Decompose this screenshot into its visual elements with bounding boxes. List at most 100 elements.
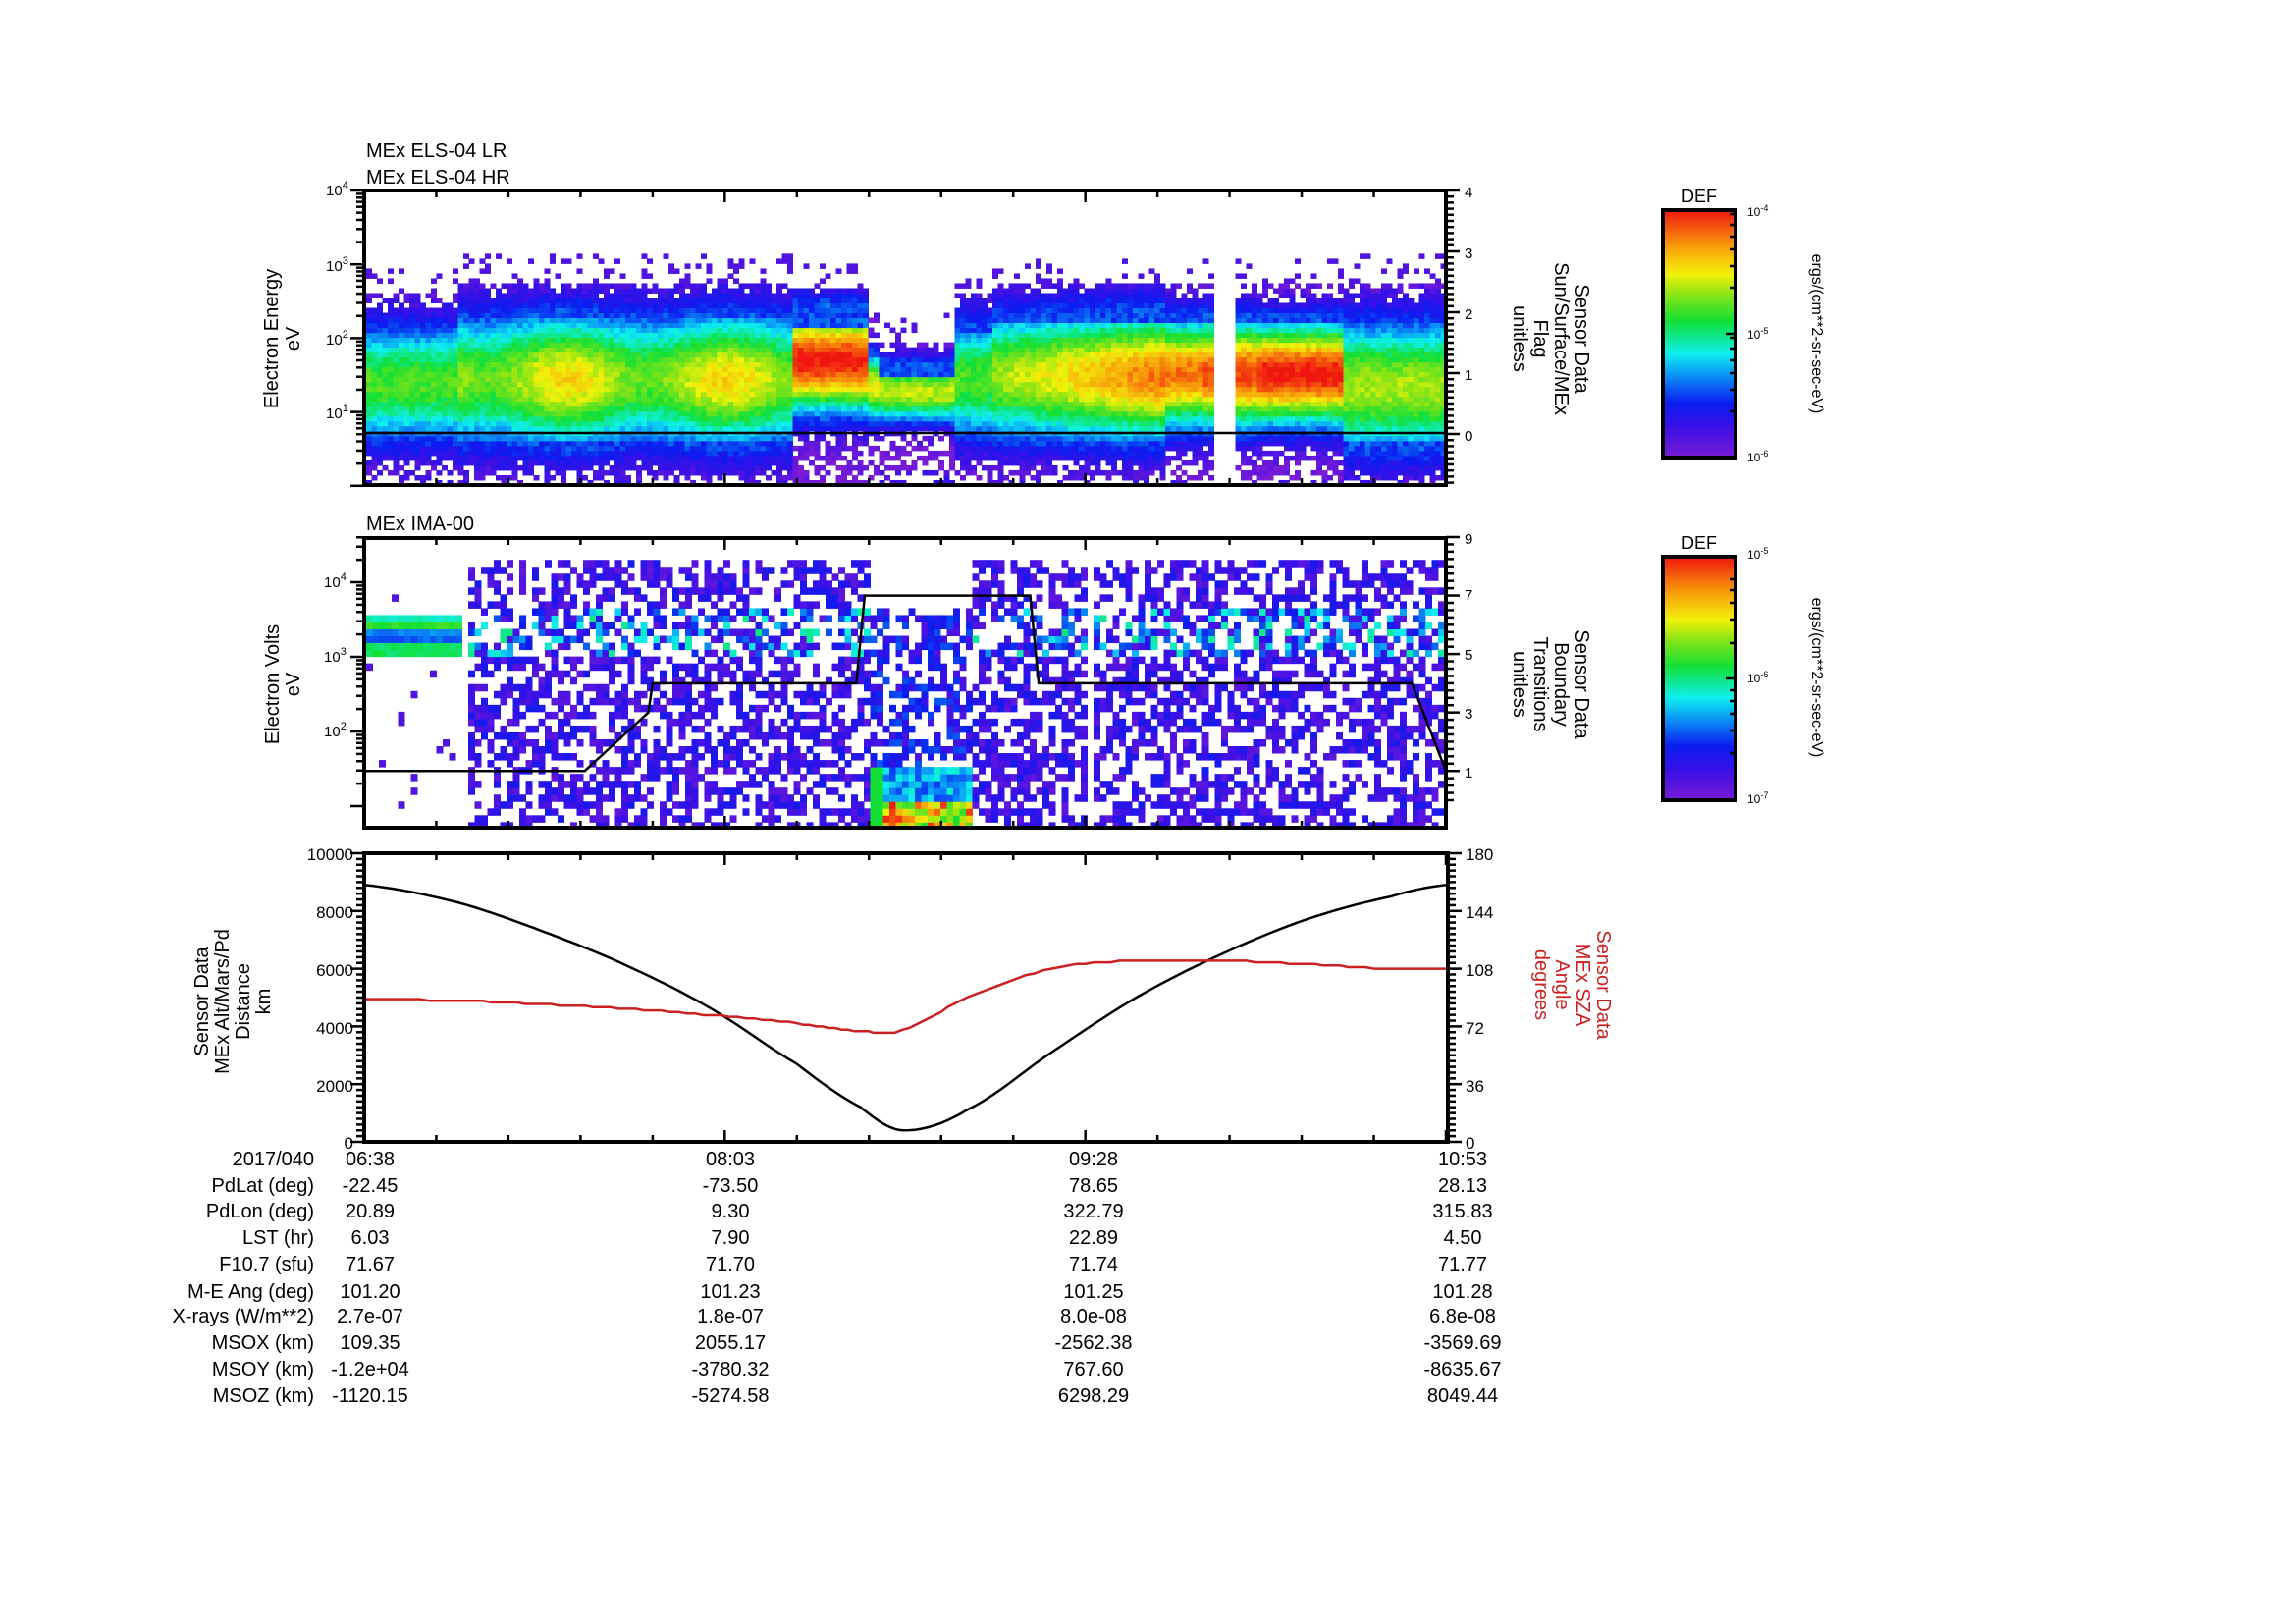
table-cell: 6.03 bbox=[350, 1227, 390, 1249]
orb-ytick-8000: 8000 bbox=[316, 903, 353, 922]
els-title-lr: MEx ELS-04 LR bbox=[366, 140, 507, 162]
orb-ytick-2000: 2000 bbox=[316, 1077, 353, 1096]
table-cell: 8049.44 bbox=[1426, 1385, 1499, 1407]
orb-ylabel-4: km bbox=[253, 989, 275, 1015]
ima-ytick-1e2: 102 bbox=[324, 721, 347, 740]
table-cell: 78.65 bbox=[1068, 1175, 1119, 1197]
orb-ytick-10000: 10000 bbox=[307, 845, 353, 864]
els-ylabel-1: Electron Energy bbox=[261, 269, 283, 408]
els-ylabel-2: eV bbox=[283, 326, 304, 351]
els-colorbar-min: 10-6 bbox=[1747, 449, 1768, 464]
table-cell: 6.8e-08 bbox=[1429, 1306, 1496, 1327]
ima-r-tick-3: 3 bbox=[1465, 706, 1472, 723]
orbit-ylabel: Sensor Data MEx Alt/Mars/Pd Distance km bbox=[191, 929, 275, 1074]
els-ytick-1e1: 101 bbox=[326, 403, 348, 422]
time-label: 10:53 bbox=[1437, 1149, 1488, 1170]
els-rlabel-3: Flag bbox=[1529, 320, 1551, 358]
table-cell: 315.83 bbox=[1432, 1201, 1493, 1222]
ima-colorbar-min: 10-7 bbox=[1747, 790, 1768, 806]
table-cell: 322.79 bbox=[1063, 1201, 1124, 1222]
table-cell: 101.20 bbox=[340, 1281, 400, 1303]
table-cell: 2055.17 bbox=[694, 1332, 767, 1354]
ima-title: MEx IMA-00 bbox=[366, 514, 474, 535]
table-cell: -22.45 bbox=[342, 1175, 399, 1197]
row-label: MSOX (km) bbox=[211, 1332, 314, 1354]
table-cell: 109.35 bbox=[340, 1332, 400, 1354]
orb-ylabel-3: Distance bbox=[233, 963, 254, 1040]
orb-ytick-0: 0 bbox=[345, 1134, 353, 1153]
els-r-tick-4: 4 bbox=[1465, 185, 1472, 201]
row-label: MSOY (km) bbox=[211, 1359, 314, 1380]
els-rlabel-2: Sun/Surface/MEx bbox=[1550, 262, 1572, 415]
table-cell: -2562.38 bbox=[1054, 1332, 1133, 1354]
els-colorbar-mid: 10-5 bbox=[1747, 326, 1768, 342]
els-r-tick-3: 3 bbox=[1465, 245, 1472, 262]
orbit-right-ylabel: Sensor Data MEx SZA Angle degrees bbox=[1530, 930, 1614, 1040]
els-ticks bbox=[350, 189, 1460, 488]
els-ytick-labels: 104 103 102 101 bbox=[326, 180, 348, 422]
time-label: 06:38 bbox=[345, 1149, 396, 1170]
ima-spectrogram bbox=[366, 560, 1444, 826]
els-colorbar-max: 10-4 bbox=[1747, 203, 1768, 219]
orb-ytick-6000: 6000 bbox=[316, 961, 353, 980]
ima-colorbar-gradient bbox=[1661, 555, 1737, 802]
ima-ylabel-1: Electron Volts bbox=[262, 624, 284, 744]
ima-ytick-1e3: 103 bbox=[324, 646, 347, 666]
orb-ytick-4000: 4000 bbox=[316, 1019, 353, 1038]
els-rlabel-1: Sensor Data bbox=[1571, 284, 1592, 394]
orb-ylabel-1: Sensor Data bbox=[191, 947, 213, 1056]
ima-right-ylabel: Sensor Data Boundary Transitions unitles… bbox=[1509, 629, 1592, 739]
row-label: F10.7 (sfu) bbox=[219, 1254, 314, 1275]
els-ytick-1e4: 104 bbox=[326, 180, 348, 199]
table-cell: 101.23 bbox=[700, 1281, 761, 1303]
ima-right-ytick-labels: 9 7 5 3 1 bbox=[1465, 531, 1472, 782]
orb-rlabel-3: Angle bbox=[1551, 959, 1573, 1009]
orb-rlabel-1: Sensor Data bbox=[1592, 930, 1614, 1040]
ima-rlabel-1: Sensor Data bbox=[1571, 629, 1592, 739]
row-label: M-E Ang (deg) bbox=[187, 1281, 314, 1303]
ima-ytick-labels: 104 103 102 bbox=[324, 571, 347, 740]
ima-colorbar-title: DEF bbox=[1682, 533, 1717, 553]
time-label: 08:03 bbox=[705, 1149, 756, 1170]
ima-panel: MEx IMA-00 104 103 102 Electron Volts eV… bbox=[262, 514, 1825, 830]
altitude-line bbox=[366, 884, 1446, 1132]
ima-colorbar-max: 10-5 bbox=[1747, 546, 1768, 562]
orbit-panel: 10000 8000 6000 4000 2000 0 Sensor Data … bbox=[191, 845, 1614, 1153]
els-rlabel-4: unitless bbox=[1509, 305, 1530, 372]
table-cell: 6298.29 bbox=[1057, 1385, 1130, 1407]
els-colorbar-title: DEF bbox=[1682, 187, 1717, 206]
table-cell: 71.74 bbox=[1068, 1254, 1119, 1275]
els-r-tick-1: 1 bbox=[1465, 367, 1472, 384]
els-r-tick-0: 0 bbox=[1465, 428, 1472, 445]
orbit-ticks bbox=[350, 851, 1462, 1144]
ima-rlabel-4: unitless bbox=[1509, 651, 1530, 718]
table-cell: -1.2e+04 bbox=[331, 1359, 409, 1380]
ima-ylabel-2: eV bbox=[283, 672, 304, 696]
table-cell: 71.70 bbox=[705, 1254, 756, 1275]
ima-ytick-1e4: 104 bbox=[324, 571, 347, 591]
table-cell: 7.90 bbox=[711, 1227, 750, 1249]
table-cell: -5274.58 bbox=[691, 1385, 770, 1407]
orbit-axes-frame bbox=[362, 851, 1450, 1144]
table-cell: -8635.67 bbox=[1423, 1359, 1502, 1380]
time-label: 09:28 bbox=[1068, 1149, 1119, 1170]
orb-rlabel-2: MEx SZA bbox=[1572, 944, 1593, 1027]
ima-colorbar-mid: 10-6 bbox=[1747, 670, 1768, 685]
table-cell: 767.60 bbox=[1063, 1359, 1124, 1380]
ephemeris-values: 06:38 08:03 09:28 10:53 -22.45 -73.50 78.65 28.… bbox=[0, 1149, 2296, 1414]
els-right-ylabel: Sensor Data Sun/Surface/MEx Flag unitles… bbox=[1509, 262, 1592, 415]
ima-r-tick-7: 7 bbox=[1465, 587, 1472, 604]
sza-line bbox=[366, 959, 1446, 1035]
table-cell: 101.28 bbox=[1432, 1281, 1493, 1303]
orb-rlabel-4: degrees bbox=[1530, 949, 1552, 1020]
orb-r-tick-108: 108 bbox=[1466, 961, 1493, 980]
els-ytick-1e3: 103 bbox=[326, 255, 348, 275]
row-label: LST (hr) bbox=[242, 1227, 314, 1249]
orb-r-tick-0: 0 bbox=[1466, 1134, 1474, 1153]
ephemeris-labels: 2017/040 PdLat (deg) PdLon (deg) LST (hr… bbox=[0, 1149, 314, 1414]
orb-r-tick-72: 72 bbox=[1466, 1019, 1484, 1038]
table-cell: 28.13 bbox=[1437, 1175, 1488, 1197]
orbit-ytick-labels: 10000 8000 6000 4000 2000 0 bbox=[307, 845, 353, 1153]
ima-ticks bbox=[350, 535, 1460, 828]
